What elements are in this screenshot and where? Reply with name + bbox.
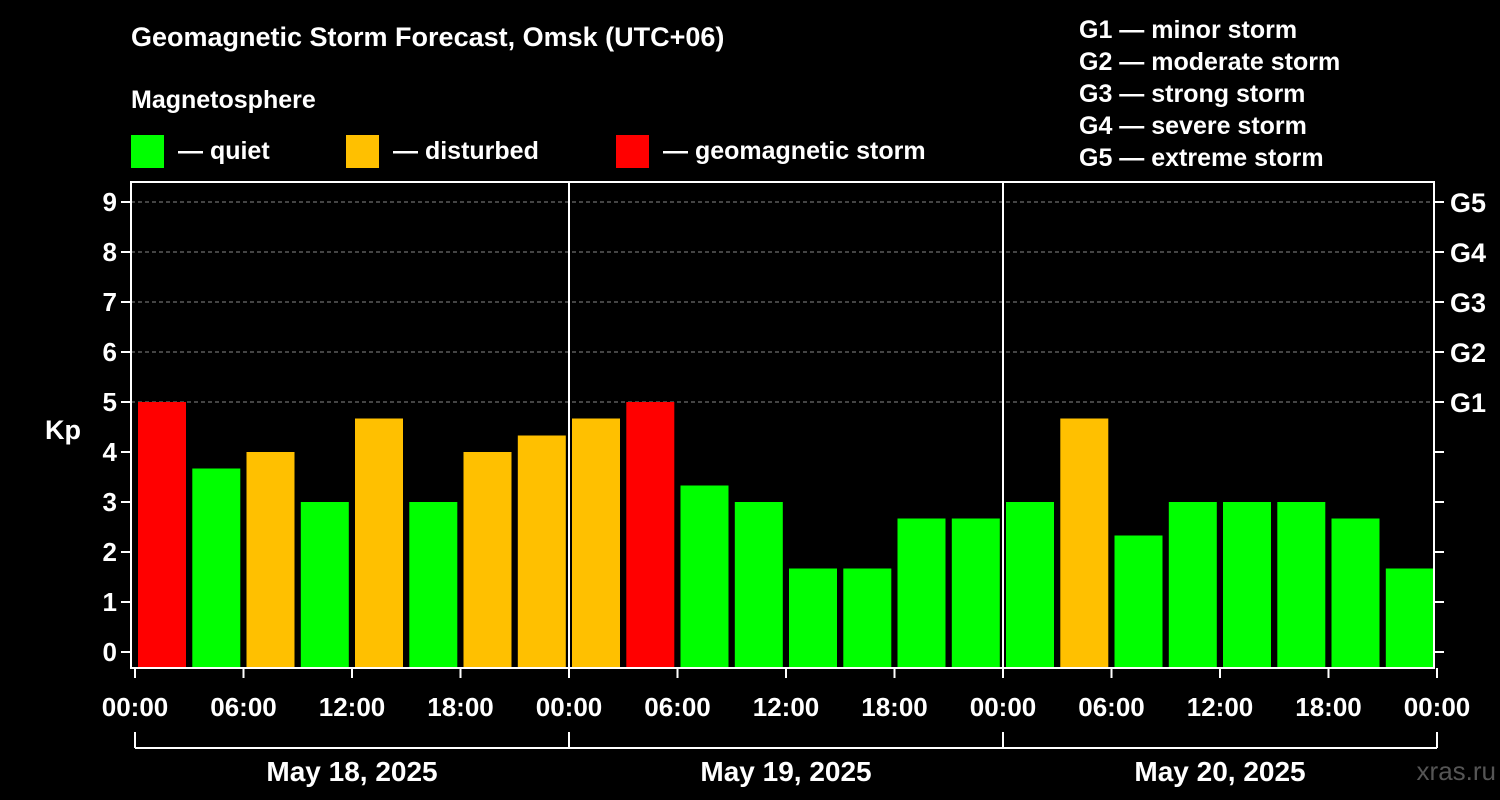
- x-tick-label-3: 18:00: [427, 692, 494, 722]
- x-tick-label-8: 00:00: [970, 692, 1037, 722]
- chart-title: Geomagnetic Storm Forecast, Omsk (UTC+06…: [131, 22, 725, 52]
- legend-swatch-quiet: [131, 134, 164, 168]
- y-tick-label-1: 1: [103, 587, 117, 617]
- bar-4: [355, 418, 403, 668]
- bar-23: [1385, 568, 1434, 668]
- x-tick-label-9: 06:00: [1078, 692, 1145, 722]
- legend-swatch-storm: [616, 134, 649, 168]
- g-level-label-g5: G5: [1450, 188, 1486, 218]
- x-tick-label-0: 00:00: [102, 692, 169, 722]
- y-tick-label-9: 9: [103, 187, 117, 217]
- bar-16: [1006, 502, 1054, 668]
- bar-15: [951, 518, 1000, 668]
- bar-5: [409, 502, 458, 668]
- g-level-label-g3: G3: [1450, 288, 1486, 318]
- y-tick-label-6: 6: [103, 337, 117, 367]
- x-tick-label-4: 00:00: [536, 692, 603, 722]
- x-tick-label-7: 18:00: [861, 692, 928, 722]
- bar-22: [1331, 518, 1380, 668]
- bar-18: [1114, 535, 1163, 668]
- x-tick-label-11: 18:00: [1295, 692, 1362, 722]
- legend-quiet: — quiet: [131, 134, 270, 168]
- storm-level-g4: G4 — severe storm: [1079, 112, 1307, 140]
- x-tick-label-12: 00:00: [1404, 692, 1471, 722]
- bar-10: [680, 485, 729, 668]
- magnetosphere-label: Magnetosphere: [131, 86, 316, 114]
- bar-17: [1060, 418, 1109, 668]
- plot-frame: [130, 181, 1435, 669]
- storm-level-g1: G1 — minor storm: [1079, 16, 1298, 44]
- y-tick-label-7: 7: [103, 287, 117, 317]
- storm-level-g2: G2 — moderate storm: [1079, 48, 1341, 76]
- bar-11: [734, 502, 783, 668]
- x-tick-label-1: 06:00: [210, 692, 277, 722]
- g-level-label-g2: G2: [1450, 338, 1486, 368]
- bar-19: [1168, 502, 1217, 668]
- legend-disturbed: — disturbed: [346, 134, 539, 168]
- g-level-label-g1: G1: [1450, 388, 1486, 418]
- day-label-2: May 20, 2025: [1134, 756, 1305, 787]
- y-tick-label-8: 8: [103, 237, 117, 267]
- bar-1: [192, 468, 241, 668]
- day-label-0: May 18, 2025: [266, 756, 437, 787]
- g-level-label-g4: G4: [1450, 238, 1486, 268]
- legend-label-storm: — geomagnetic storm: [663, 136, 926, 165]
- legend-storm: — geomagnetic storm: [616, 134, 926, 168]
- bar-3: [300, 502, 349, 668]
- y-tick-label-5: 5: [103, 387, 117, 417]
- storm-level-legend: G1 — minor storm G2 — moderate storm G3 …: [1079, 14, 1340, 174]
- legend-swatch-disturbed: [346, 134, 379, 168]
- bar-7: [517, 435, 566, 668]
- x-tick-label-5: 06:00: [644, 692, 711, 722]
- bar-14: [897, 518, 946, 668]
- bar-21: [1277, 502, 1326, 668]
- watermark: xras.ru: [1417, 756, 1496, 786]
- x-tick-label-2: 12:00: [319, 692, 386, 722]
- bar-20: [1223, 502, 1271, 668]
- y-tick-label-3: 3: [103, 487, 117, 517]
- bar-6: [463, 452, 512, 668]
- bar-9: [626, 402, 675, 668]
- bar-2: [246, 452, 295, 668]
- y-tick-label-4: 4: [103, 437, 118, 467]
- day-label-1: May 19, 2025: [700, 756, 871, 787]
- y-axis-label: Kp: [45, 415, 81, 445]
- bar-8: [572, 418, 620, 668]
- x-tick-label-10: 12:00: [1187, 692, 1254, 722]
- legend-label-quiet: — quiet: [178, 136, 270, 165]
- y-tick-label-2: 2: [103, 537, 117, 567]
- x-tick-label-6: 12:00: [753, 692, 820, 722]
- bar-0: [138, 402, 186, 668]
- legend-label-disturbed: — disturbed: [393, 136, 539, 165]
- y-tick-label-0: 0: [103, 637, 117, 667]
- bar-13: [843, 568, 892, 668]
- storm-level-g5: G5 — extreme storm: [1079, 144, 1324, 172]
- storm-level-g3: G3 — strong storm: [1079, 80, 1306, 108]
- bar-12: [789, 568, 837, 668]
